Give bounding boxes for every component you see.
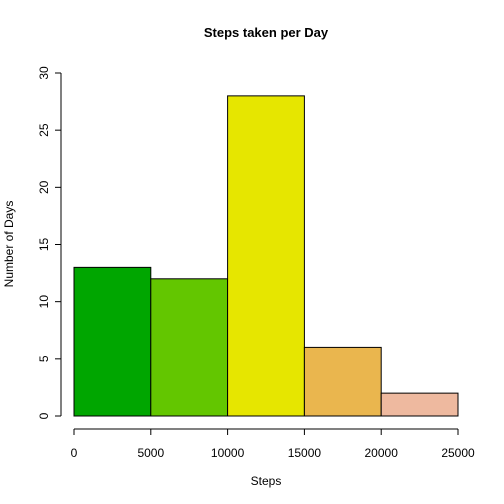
x-tick-label-1: 5000 — [137, 446, 164, 460]
y-tick-label-0: 0 — [37, 412, 51, 419]
x-axis: 0 5000 10000 15000 20000 25000 — [71, 428, 475, 460]
x-axis-label: Steps — [251, 474, 282, 488]
histogram-bar-4 — [380, 392, 459, 417]
x-tick-label-3: 15000 — [288, 446, 322, 460]
y-axis: 0 5 10 15 20 25 30 — [37, 66, 62, 419]
y-tick-label-1: 5 — [37, 355, 51, 362]
y-tick-label-4: 20 — [37, 180, 51, 194]
y-tick-label-3: 15 — [37, 238, 51, 252]
x-tick-label-2: 10000 — [211, 446, 245, 460]
chart-title: Steps taken per Day — [204, 25, 329, 40]
histogram-bar-3 — [303, 346, 382, 417]
y-tick-label-6: 30 — [37, 66, 51, 80]
y-axis-label: Number of Days — [2, 201, 16, 288]
histogram-bar-1 — [150, 278, 229, 417]
y-tick-label-2: 10 — [37, 295, 51, 309]
x-tick-label-4: 20000 — [365, 446, 399, 460]
x-tick-label-0: 0 — [71, 446, 78, 460]
histogram-bar-2 — [227, 95, 305, 417]
bars-group — [73, 95, 459, 417]
y-tick-label-5: 25 — [37, 123, 51, 137]
histogram-bar-0 — [73, 266, 152, 417]
x-tick-label-5: 25000 — [441, 446, 475, 460]
